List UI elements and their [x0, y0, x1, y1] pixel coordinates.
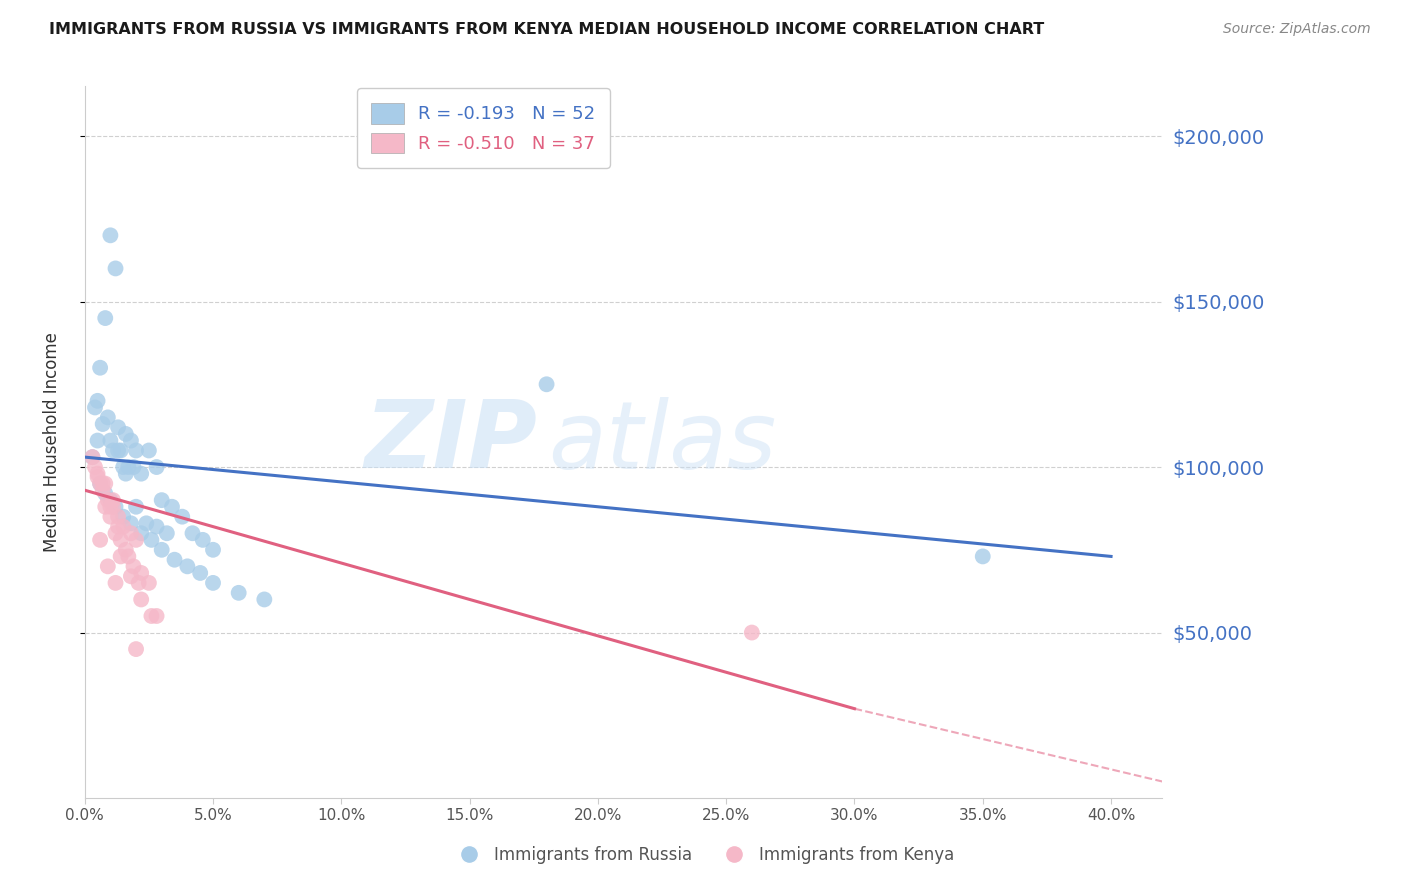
Point	[110, 549, 132, 564]
Point	[122, 559, 145, 574]
Point	[107, 443, 129, 458]
Text: ZIP: ZIP	[364, 396, 537, 488]
Point	[138, 575, 160, 590]
Point	[86, 470, 108, 484]
Point	[191, 533, 214, 547]
Point	[741, 625, 763, 640]
Point	[94, 500, 117, 514]
Point	[125, 642, 148, 657]
Point	[104, 500, 127, 514]
Point	[114, 426, 136, 441]
Point	[110, 443, 132, 458]
Point	[145, 609, 167, 624]
Point	[112, 509, 135, 524]
Point	[129, 526, 152, 541]
Point	[101, 443, 124, 458]
Text: atlas: atlas	[548, 397, 776, 488]
Point	[138, 443, 160, 458]
Point	[141, 609, 163, 624]
Point	[181, 526, 204, 541]
Point	[150, 542, 173, 557]
Legend: R = -0.193   N = 52, R = -0.510   N = 37: R = -0.193 N = 52, R = -0.510 N = 37	[357, 88, 610, 168]
Point	[112, 460, 135, 475]
Point	[91, 483, 114, 498]
Point	[122, 460, 145, 475]
Point	[202, 575, 225, 590]
Point	[91, 417, 114, 431]
Point	[202, 542, 225, 557]
Point	[128, 575, 150, 590]
Point	[129, 592, 152, 607]
Point	[89, 476, 111, 491]
Point	[100, 493, 122, 508]
Point	[94, 486, 117, 500]
Point	[172, 509, 194, 524]
Point	[972, 549, 994, 564]
Point	[97, 410, 120, 425]
Point	[125, 533, 148, 547]
Point	[156, 526, 179, 541]
Point	[91, 476, 114, 491]
Point	[253, 592, 276, 607]
Point	[107, 509, 129, 524]
Point	[107, 519, 129, 533]
Point	[129, 467, 152, 481]
Point	[114, 542, 136, 557]
Point	[82, 450, 104, 464]
Point	[107, 420, 129, 434]
Point	[84, 460, 107, 475]
Point	[110, 533, 132, 547]
Point	[82, 450, 104, 464]
Point	[86, 467, 108, 481]
Point	[125, 443, 148, 458]
Point	[114, 467, 136, 481]
Point	[163, 552, 186, 566]
Point	[97, 493, 120, 508]
Point	[86, 393, 108, 408]
Point	[94, 476, 117, 491]
Point	[536, 377, 558, 392]
Text: Source: ZipAtlas.com: Source: ZipAtlas.com	[1223, 22, 1371, 37]
Point	[120, 569, 142, 583]
Point	[100, 500, 122, 514]
Legend: Immigrants from Russia, Immigrants from Kenya: Immigrants from Russia, Immigrants from …	[446, 839, 960, 871]
Point	[97, 559, 120, 574]
Point	[104, 261, 127, 276]
Point	[125, 500, 148, 514]
Point	[141, 533, 163, 547]
Point	[100, 434, 122, 448]
Point	[188, 566, 211, 580]
Point	[228, 586, 250, 600]
Point	[89, 360, 111, 375]
Point	[101, 500, 124, 514]
Point	[104, 575, 127, 590]
Point	[89, 476, 111, 491]
Point	[89, 533, 111, 547]
Y-axis label: Median Household Income: Median Household Income	[44, 333, 60, 552]
Point	[112, 519, 135, 533]
Point	[100, 509, 122, 524]
Point	[101, 493, 124, 508]
Point	[84, 401, 107, 415]
Point	[117, 549, 139, 564]
Point	[100, 228, 122, 243]
Point	[86, 434, 108, 448]
Point	[160, 500, 183, 514]
Point	[129, 566, 152, 580]
Point	[94, 311, 117, 326]
Point	[135, 516, 157, 531]
Point	[145, 519, 167, 533]
Point	[150, 493, 173, 508]
Text: IMMIGRANTS FROM RUSSIA VS IMMIGRANTS FROM KENYA MEDIAN HOUSEHOLD INCOME CORRELAT: IMMIGRANTS FROM RUSSIA VS IMMIGRANTS FRO…	[49, 22, 1045, 37]
Point	[120, 434, 142, 448]
Point	[104, 526, 127, 541]
Point	[176, 559, 198, 574]
Point	[120, 526, 142, 541]
Point	[117, 460, 139, 475]
Point	[120, 516, 142, 531]
Point	[145, 460, 167, 475]
